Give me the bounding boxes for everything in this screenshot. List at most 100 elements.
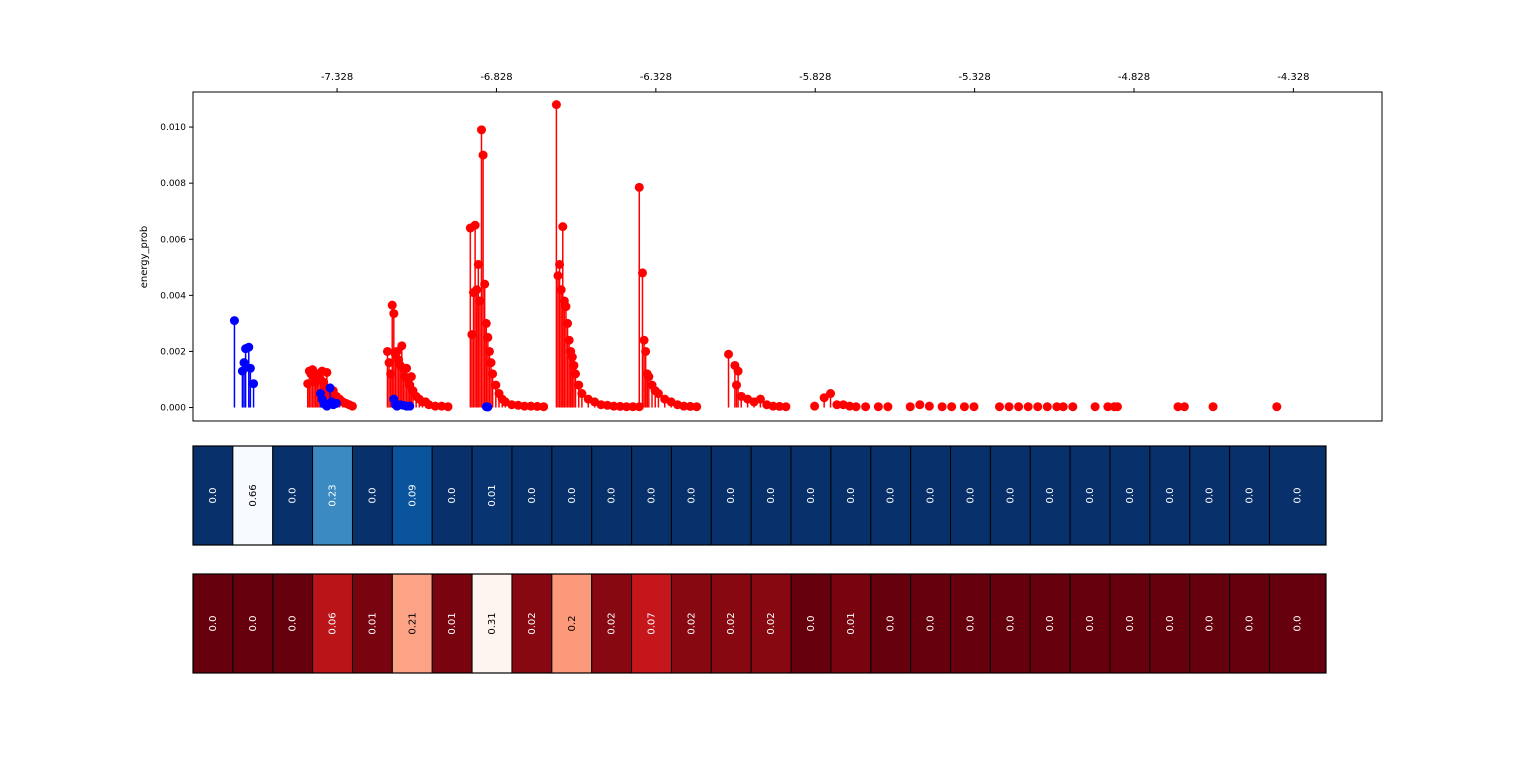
heatmap-cell-label: 0.0 — [1045, 616, 1056, 632]
stem-marker — [325, 383, 335, 393]
heatmap-cell — [551, 445, 593, 546]
heatmap-frame — [192, 573, 1327, 674]
stem-marker — [563, 318, 573, 328]
heatmap-cell — [670, 573, 712, 674]
y-tick-label: 0.002 — [160, 347, 186, 357]
heatmap-cell — [511, 573, 553, 674]
stem-marker — [724, 349, 734, 359]
stem-marker — [994, 402, 1004, 412]
heatmap-cell — [710, 573, 752, 674]
stem-marker — [488, 369, 498, 379]
stem-marker — [574, 380, 584, 390]
stem-marker — [577, 389, 587, 399]
stem-marker — [532, 401, 542, 411]
stem-marker — [1004, 402, 1014, 412]
stem-marker — [622, 402, 632, 412]
heatmap-cell — [1189, 573, 1231, 674]
heatmap-cell-label: 0.0 — [965, 488, 976, 504]
heatmap-cell-label: 0.02 — [686, 612, 697, 634]
stem-marker — [249, 379, 259, 389]
stem-marker — [347, 401, 357, 411]
stem-marker — [685, 401, 695, 411]
stem-marker — [382, 346, 392, 356]
stem-marker — [826, 389, 836, 399]
stem-marker — [406, 372, 416, 382]
x-tick-label: -6.328 — [640, 72, 672, 83]
stem-marker — [470, 220, 480, 230]
heatmap-cell-label: 0.0 — [965, 616, 976, 632]
stem-marker — [947, 402, 957, 412]
heatmap-cell-label: 0.0 — [806, 488, 817, 504]
stem-marker — [731, 380, 741, 390]
heatmap-cell-label: 0.0 — [686, 488, 697, 504]
heatmap-cell — [830, 445, 872, 546]
stem-marker — [520, 401, 530, 411]
heatmap-cell-label: 0.0 — [1045, 488, 1056, 504]
stem-marker — [679, 401, 689, 411]
stem-marker — [653, 389, 663, 399]
stem-marker — [473, 259, 483, 269]
heatmap-cell-label: 0.0 — [1245, 488, 1256, 504]
heatmap-cell-label: 0.0 — [1085, 488, 1096, 504]
stem-marker — [873, 402, 883, 412]
stem-marker — [387, 300, 397, 310]
stem-marker — [969, 402, 979, 412]
stem-marker — [322, 367, 332, 377]
stem-marker — [609, 401, 619, 411]
stem-marker — [481, 318, 491, 328]
series-red — [303, 100, 1282, 412]
stem-marker — [384, 358, 394, 368]
stem-marker — [959, 402, 969, 412]
stem-marker — [486, 358, 496, 368]
heatmap-cell-label: 0.0 — [1293, 616, 1304, 632]
heatmap-cell-label: 0.0 — [1165, 488, 1176, 504]
heatmap-cell — [351, 573, 393, 674]
heatmap-cell — [471, 573, 513, 674]
stem-marker — [229, 316, 239, 326]
heatmap-cell-label: 0.0 — [886, 616, 897, 632]
stem-marker — [851, 402, 861, 412]
heatmap-cell-label: 0.01 — [367, 612, 378, 634]
heatmap-cell-label: 0.0 — [367, 488, 378, 504]
stem-marker — [883, 402, 893, 412]
heatmap-cell — [1268, 573, 1327, 674]
stem-marker — [1068, 402, 1078, 412]
stem-marker — [924, 401, 934, 411]
x-tick-label: -6.828 — [480, 72, 512, 83]
y-tick-label: 0.000 — [160, 404, 186, 414]
stem-marker — [483, 332, 493, 342]
stem-marker — [555, 259, 565, 269]
heatmap-cell — [312, 573, 353, 674]
stem-marker — [443, 402, 453, 412]
heatmap-cell-label: 0.0 — [288, 616, 299, 632]
heatmap-cell-label: 0.0 — [1205, 616, 1216, 632]
heatmap-cell-label: 0.0 — [288, 488, 299, 504]
x-axis-top: -7.328 -6.828 -6.328 -5.828 -5.328 -4.828 -4.3… — [321, 72, 1310, 92]
stem-marker — [526, 401, 536, 411]
y-tick-label: 0.006 — [160, 235, 186, 245]
stem-marker — [553, 271, 563, 281]
heatmap-cell-label: 0.0 — [208, 488, 219, 504]
heatmap-cell-label: 0.02 — [607, 612, 618, 634]
heatmap-cell-label: 0.0 — [846, 488, 857, 504]
heatmap-cell-label: 0.0 — [1293, 488, 1304, 504]
heatmap-cell — [1069, 573, 1111, 674]
heatmap-cell-label: 0.0 — [766, 488, 777, 504]
heatmap-cell-label: 0.0 — [1085, 616, 1096, 632]
heatmap-cell — [591, 573, 633, 674]
heatmap-cell — [232, 445, 274, 546]
heatmap-cell-label: 0.0 — [1005, 488, 1016, 504]
stem-marker — [692, 402, 702, 412]
stem-marker — [476, 125, 486, 135]
stem-marker — [615, 401, 625, 411]
heatmap-cell — [272, 573, 314, 674]
stem-marker — [1090, 402, 1100, 412]
stem-marker — [641, 346, 651, 356]
stem-marker — [551, 100, 561, 110]
stem-marker — [1179, 402, 1189, 412]
heatmap-cell — [910, 573, 952, 674]
stem-marker — [564, 335, 574, 345]
stem-plot — [229, 100, 1282, 412]
stem-marker — [937, 402, 947, 412]
